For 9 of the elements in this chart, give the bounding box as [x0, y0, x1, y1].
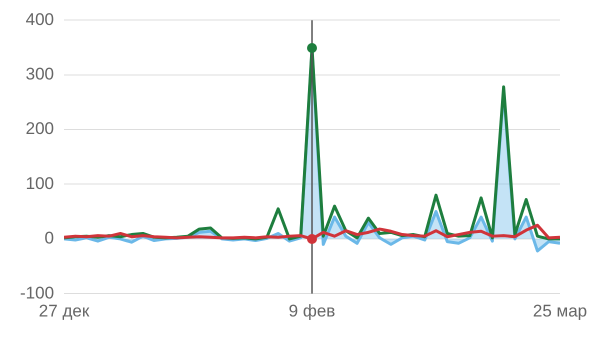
x-tick-label: 25 мар: [532, 301, 588, 320]
y-tick-label: 400: [26, 10, 54, 29]
y-tick-label: 300: [26, 64, 54, 84]
y-tick-label: -100: [20, 283, 54, 302]
y-tick-label: 100: [26, 174, 54, 193]
x-tick-label: 9 фев: [288, 301, 336, 320]
y-tick-label: 200: [26, 119, 54, 138]
x-tick-label: 27 дек: [38, 301, 90, 320]
y-tick-label: 0: [44, 228, 54, 248]
